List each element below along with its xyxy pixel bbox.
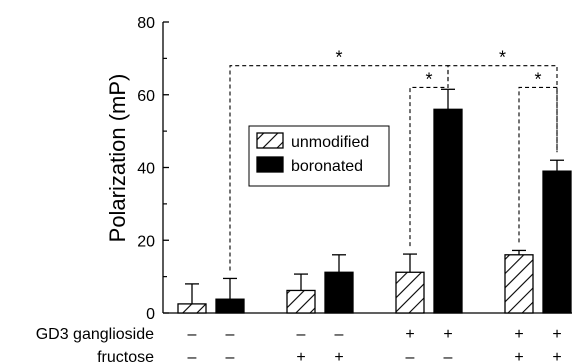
fructose-sign: – bbox=[444, 349, 453, 364]
fructose-sign: + bbox=[552, 349, 561, 364]
y-tick-label: 20 bbox=[137, 233, 155, 250]
legend: unmodified boronated bbox=[248, 125, 390, 187]
fructose-sign: + bbox=[296, 349, 305, 364]
bar-unmodified-group-4 bbox=[504, 254, 534, 314]
ganglioside-sign: + bbox=[514, 326, 523, 343]
bar-boronated-group-2 bbox=[324, 271, 354, 314]
bars bbox=[177, 88, 572, 314]
significance-marker: * bbox=[335, 48, 342, 68]
significance-marker: * bbox=[425, 69, 432, 89]
y-axis-label: Polarization (mP) bbox=[105, 74, 130, 243]
row-label-fructose: fructose bbox=[97, 349, 154, 364]
significance-bracket bbox=[447, 65, 558, 153]
condition-rows: GD3 ganglioside fructose – – – – – + – + + – + – + + + + bbox=[36, 326, 562, 364]
y-tick-label: 60 bbox=[137, 88, 155, 105]
ganglioside-sign: – bbox=[297, 326, 306, 343]
ganglioside-sign: – bbox=[226, 326, 235, 343]
y-tick-label: 80 bbox=[137, 15, 155, 32]
ganglioside-sign: + bbox=[443, 326, 452, 343]
significance-marker: * bbox=[499, 48, 506, 68]
bar-boronated-group-1 bbox=[215, 298, 245, 314]
y-ticks: 0 20 40 60 80 bbox=[137, 15, 169, 323]
ganglioside-sign: + bbox=[552, 326, 561, 343]
fructose-sign: + bbox=[514, 349, 523, 364]
legend-label-boronated: boronated bbox=[291, 158, 363, 175]
fructose-sign: + bbox=[334, 349, 343, 364]
significance-bracket bbox=[409, 81, 449, 247]
bar-unmodified-group-3 bbox=[395, 271, 425, 314]
legend-swatch-boronated bbox=[256, 156, 284, 173]
ganglioside-sign: – bbox=[188, 326, 197, 343]
significance-brackets: * * * * bbox=[229, 48, 558, 271]
ganglioside-sign: – bbox=[335, 326, 344, 343]
legend-swatch-unmodified bbox=[256, 132, 284, 149]
bar-unmodified-group-2 bbox=[286, 289, 316, 314]
bar-boronated-group-4 bbox=[542, 170, 572, 314]
significance-marker: * bbox=[534, 69, 541, 89]
y-tick-label: 0 bbox=[146, 306, 155, 323]
row-label-ganglioside: GD3 ganglioside bbox=[36, 326, 154, 343]
bar-unmodified-group-1 bbox=[177, 303, 207, 314]
ganglioside-sign: + bbox=[405, 326, 414, 343]
significance-bracket bbox=[518, 86, 558, 243]
fructose-sign: – bbox=[226, 349, 235, 364]
y-tick-label: 40 bbox=[137, 161, 155, 178]
fructose-sign: – bbox=[406, 349, 415, 364]
bar-boronated-group-3 bbox=[433, 108, 463, 314]
legend-label-unmodified: unmodified bbox=[291, 134, 369, 151]
fructose-sign: – bbox=[188, 349, 197, 364]
